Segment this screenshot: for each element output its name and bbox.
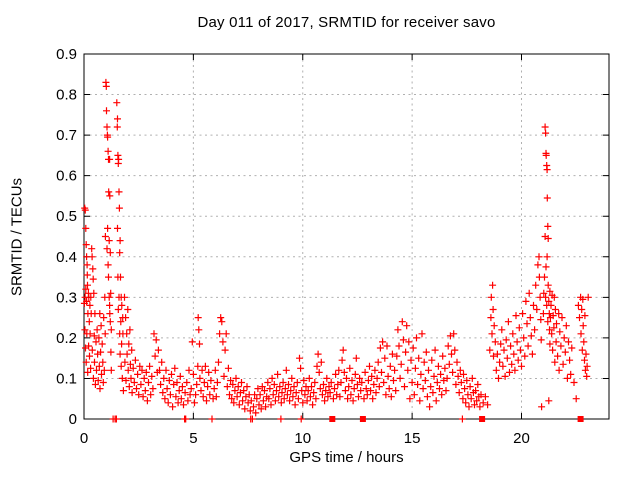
- flag-squares: [329, 416, 584, 422]
- x-tick-label: 10: [294, 430, 311, 447]
- axis-ticks: [83, 53, 609, 420]
- x-tick-label: 0: [80, 430, 88, 447]
- y-tick-label: 0.6: [56, 168, 77, 185]
- x-tick-label: 5: [189, 430, 197, 447]
- flag-square-marker: [329, 416, 336, 422]
- y-tick-label: 0: [69, 411, 77, 428]
- scatter-points: [80, 78, 592, 423]
- flag-square-marker: [359, 416, 366, 422]
- chart-title: Day 011 of 2017, SRMTID for receiver sav…: [197, 14, 496, 31]
- y-tick-label: 0.5: [56, 208, 77, 225]
- y-tick-label: 0.1: [56, 370, 77, 387]
- flag-square-marker: [577, 416, 584, 422]
- y-tick-label: 0.9: [56, 46, 77, 63]
- y-tick-label: 0.8: [56, 87, 77, 104]
- x-tick-label: 15: [404, 430, 421, 447]
- x-tick-labels: 0 5 10 15 20: [80, 430, 530, 447]
- grid-lines: [84, 54, 609, 419]
- y-tick-label: 0.3: [56, 289, 77, 306]
- plot-border: [83, 53, 610, 420]
- x-axis-title: GPS time / hours: [289, 449, 404, 466]
- y-tick-label: 0.2: [56, 330, 77, 347]
- x-tick-label: 20: [513, 430, 530, 447]
- y-tick-label: 0.7: [56, 127, 77, 144]
- y-tick-label: 0.4: [56, 249, 77, 266]
- flag-square-marker: [479, 416, 486, 422]
- y-tick-labels: 0 0.1 0.2 0.3 0.4 0.5 0.6 0.7 0.8 0.9: [56, 46, 77, 428]
